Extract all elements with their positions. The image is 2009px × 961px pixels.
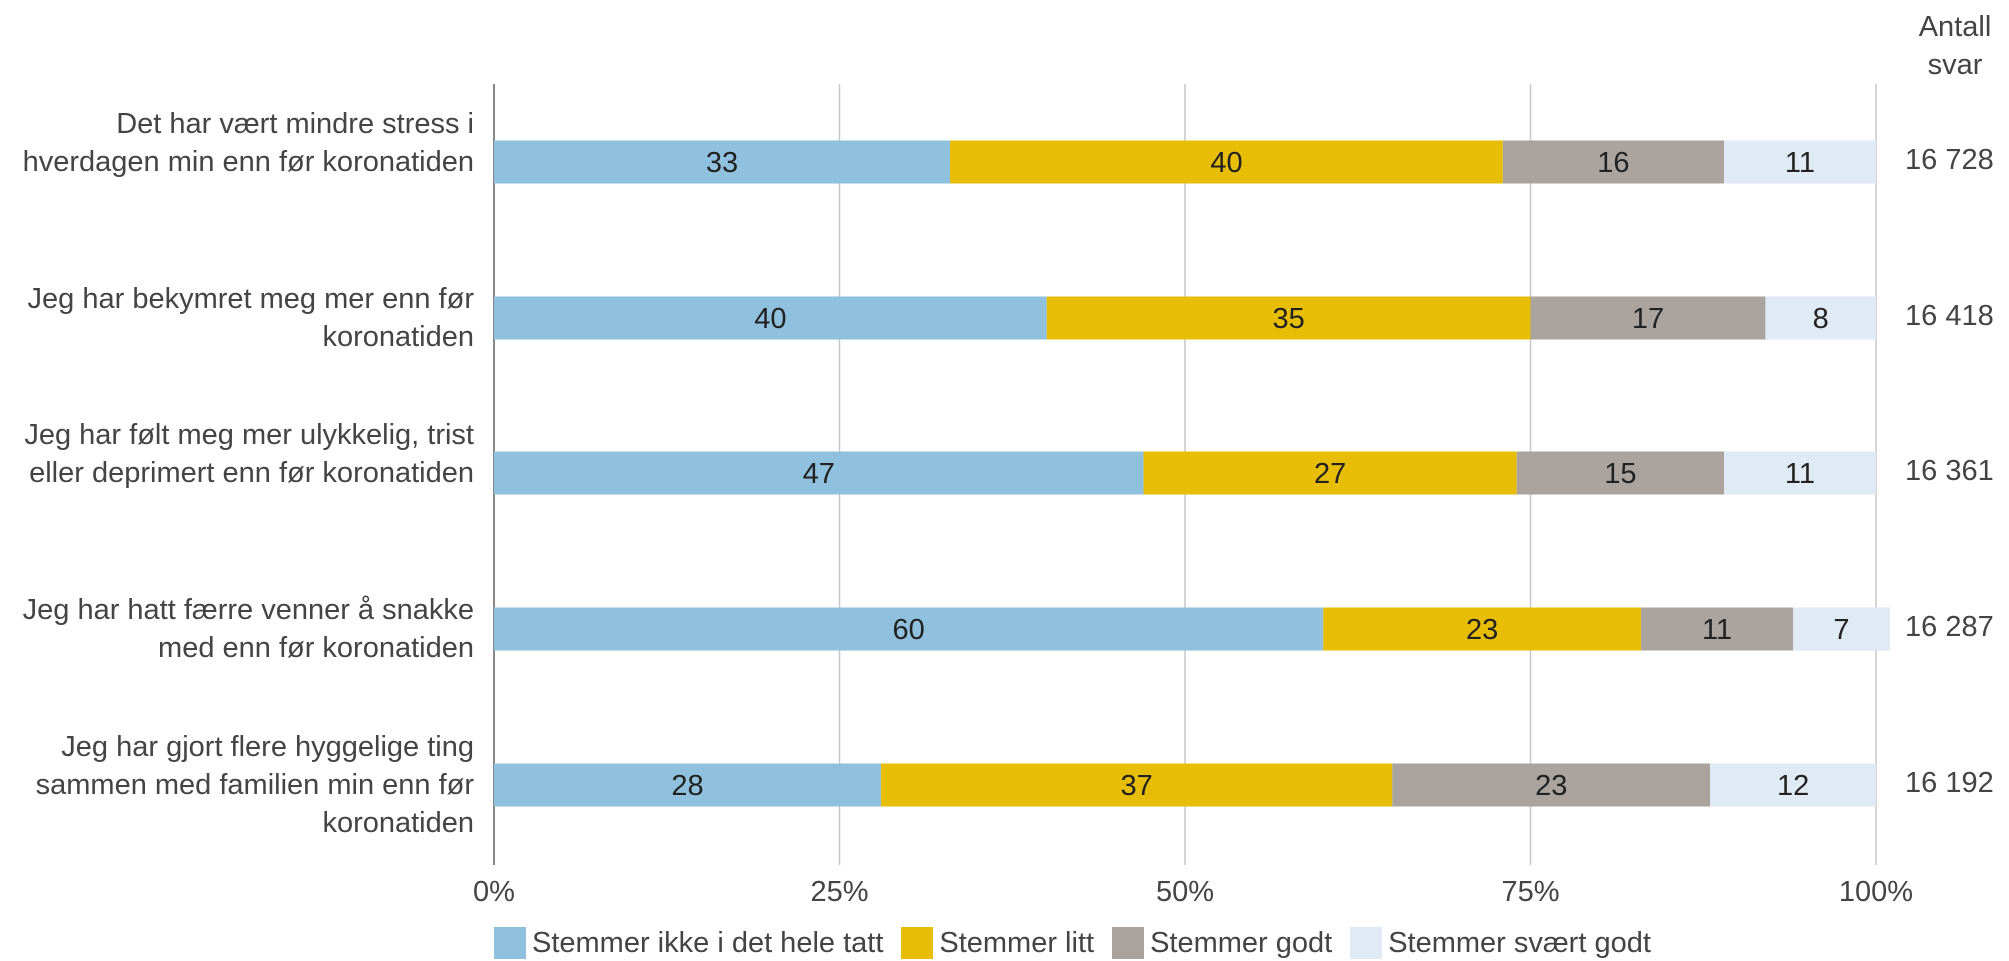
x-tick-label: 50% xyxy=(1155,876,1215,908)
legend-label: Stemmer ikke i det hele tatt xyxy=(532,926,884,959)
bar-segment xyxy=(494,607,1324,651)
bar-value-labels: 33 40 16 11 40 35 17 8 47 27 15 11 60 23 11 7 28 37 23 12 xyxy=(671,147,1849,802)
bar-value-label: 8 xyxy=(1813,303,1829,335)
x-tick-label: 0% xyxy=(473,876,515,908)
bar-segment xyxy=(494,140,951,184)
bar-value-label: 28 xyxy=(671,770,703,802)
category-label: Jeg har gjort flere hyggelige ting samme… xyxy=(35,731,474,839)
legend-label: Stemmer godt xyxy=(1150,926,1333,959)
total-count: 16 361 xyxy=(1905,455,1994,487)
legend: Stemmer ikke i det hele tatt Stemmer litt… xyxy=(494,925,1651,961)
legend-swatch xyxy=(494,927,526,959)
bar-value-label: 37 xyxy=(1120,770,1152,802)
bar-segment xyxy=(1502,140,1724,184)
bar-segment xyxy=(1530,296,1766,340)
legend-item: Stemmer godt xyxy=(1112,927,1332,960)
bar-value-label: 40 xyxy=(754,303,786,335)
bar-value-label: 27 xyxy=(1314,458,1346,490)
x-tick-label: 75% xyxy=(1501,876,1560,908)
legend-swatch xyxy=(1112,927,1145,959)
legend-item: Stemmer litt xyxy=(901,927,1094,960)
bar-value-label: 60 xyxy=(892,614,924,646)
bars xyxy=(494,140,1890,807)
total-count: 16 287 xyxy=(1905,611,1994,643)
bar-segment xyxy=(494,296,1047,340)
bar-value-label: 12 xyxy=(1777,770,1809,802)
bar-segment xyxy=(1641,607,1794,651)
total-count: 16 418 xyxy=(1905,300,1994,332)
bar-segment xyxy=(1710,763,1876,807)
x-tick-label: 25% xyxy=(810,876,869,908)
legend-item: Stemmer ikke i det hele tatt xyxy=(494,927,883,960)
bar-value-label: 11 xyxy=(1702,614,1732,646)
bar-segment xyxy=(1723,451,1876,495)
bar-value-label: 7 xyxy=(1833,614,1849,646)
total-count: 16 728 xyxy=(1905,144,1994,176)
bar-segment xyxy=(1516,451,1724,495)
category-label: Jeg har følt meg mer ulykkelig, trist el… xyxy=(24,419,474,489)
x-tick-label: 100% xyxy=(1838,876,1914,908)
legend-swatch xyxy=(901,927,934,959)
bar-segment xyxy=(1046,296,1531,340)
bar-value-label: 35 xyxy=(1273,303,1305,335)
legend-label: Stemmer svært godt xyxy=(1388,926,1651,959)
bar-value-label: 17 xyxy=(1632,303,1664,335)
bar-segment xyxy=(880,763,1393,807)
legend-item: Stemmer svært godt xyxy=(1350,927,1651,960)
bar-segment xyxy=(494,451,1144,495)
bar-value-label: 33 xyxy=(706,147,738,179)
bar-segment xyxy=(494,763,881,807)
bar-value-label: 11 xyxy=(1785,458,1815,490)
bar-segment xyxy=(1765,296,1876,340)
bar-segment xyxy=(1323,607,1642,651)
bar-value-label: 11 xyxy=(1785,147,1815,179)
totals-header: Antall svar xyxy=(1918,11,1992,81)
bar-segment xyxy=(950,140,1503,184)
bar-value-label: 16 xyxy=(1597,147,1629,179)
total-count: 16 192 xyxy=(1905,767,1994,799)
legend-swatch xyxy=(1350,927,1383,959)
category-label: Jeg har bekymret meg mer enn før koronat… xyxy=(27,283,474,353)
bar-segment xyxy=(1793,607,1890,651)
bar-value-label: 23 xyxy=(1535,770,1567,802)
bar-value-label: 23 xyxy=(1466,614,1498,646)
legend-label: Stemmer litt xyxy=(939,926,1095,959)
bar-value-label: 40 xyxy=(1210,147,1242,179)
bar-segment xyxy=(1392,763,1711,807)
category-label: Jeg har hatt færre venner å snakke med e… xyxy=(22,594,474,664)
bar-value-label: 15 xyxy=(1604,458,1636,490)
category-label: Det har vært mindre stress i hverdagen m… xyxy=(22,108,474,178)
bar-segment xyxy=(1723,140,1876,184)
bar-value-label: 47 xyxy=(803,458,835,490)
bar-segment xyxy=(1143,451,1517,495)
